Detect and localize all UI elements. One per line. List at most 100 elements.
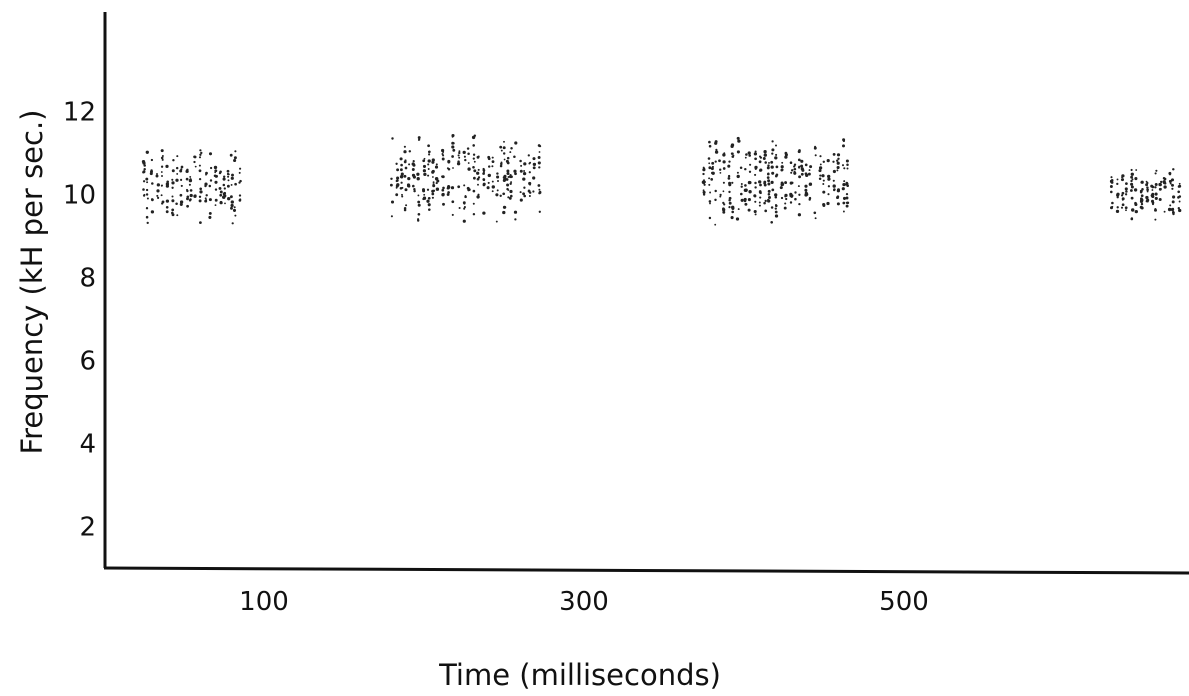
- data-point: [827, 193, 830, 196]
- data-point: [1129, 189, 1133, 192]
- data-point: [422, 169, 426, 173]
- data-point: [808, 198, 811, 201]
- data-point: [735, 217, 740, 221]
- data-point: [509, 151, 512, 154]
- data-point: [708, 140, 711, 144]
- data-point: [758, 190, 762, 193]
- data-point: [436, 179, 440, 183]
- data-point: [708, 144, 712, 148]
- data-point: [794, 198, 797, 201]
- data-point: [1130, 185, 1134, 189]
- data-point: [149, 172, 153, 176]
- data-point: [477, 183, 479, 186]
- data-point: [513, 155, 516, 158]
- data-point: [527, 189, 531, 193]
- data-point: [767, 189, 771, 193]
- data-point: [771, 171, 775, 175]
- data-point: [766, 176, 770, 179]
- data-point: [774, 207, 777, 210]
- data-point: [730, 152, 734, 155]
- data-point: [482, 211, 486, 215]
- data-point: [1140, 206, 1144, 210]
- data-point: [1110, 176, 1113, 179]
- data-point: [731, 181, 734, 184]
- data-point: [1130, 179, 1133, 183]
- data-point: [463, 155, 466, 158]
- data-point: [784, 155, 788, 159]
- data-point: [1154, 183, 1158, 186]
- data-point: [1110, 190, 1113, 194]
- data-point: [400, 163, 403, 167]
- data-point: [826, 201, 830, 206]
- data-point: [428, 208, 431, 211]
- data-point: [821, 174, 825, 178]
- data-point: [722, 201, 725, 205]
- data-point: [846, 167, 849, 170]
- data-point: [754, 200, 757, 203]
- data-point: [503, 158, 506, 161]
- data-point: [709, 191, 712, 194]
- data-point: [759, 196, 762, 199]
- data-point: [198, 169, 202, 173]
- data-point: [218, 186, 222, 190]
- data-point: [467, 162, 470, 164]
- data-point: [728, 160, 731, 163]
- data-point: [832, 152, 836, 156]
- data-point: [234, 214, 237, 217]
- data-point: [234, 150, 237, 153]
- data-point: [482, 183, 486, 187]
- data-point: [457, 185, 461, 189]
- data-point: [427, 144, 430, 148]
- data-point: [214, 188, 218, 191]
- data-point: [1146, 188, 1149, 192]
- data-point: [767, 164, 770, 167]
- data-point: [798, 175, 802, 179]
- data-point: [507, 196, 510, 199]
- data-point: [731, 206, 735, 210]
- data-point: [1116, 182, 1119, 186]
- data-point: [833, 189, 836, 192]
- data-point: [770, 160, 774, 164]
- data-point: [1130, 168, 1133, 172]
- data-point: [205, 194, 208, 197]
- data-point: [458, 206, 461, 210]
- data-point: [175, 166, 179, 170]
- data-point: [845, 192, 849, 196]
- data-point: [767, 182, 771, 186]
- data-point: [239, 198, 242, 201]
- data-point: [193, 155, 197, 159]
- data-point: [722, 153, 726, 157]
- data-point: [506, 156, 510, 160]
- data-point: [427, 163, 430, 166]
- data-point: [487, 155, 491, 159]
- data-point: [819, 163, 822, 166]
- data-point: [199, 190, 203, 194]
- data-point: [462, 150, 466, 155]
- data-point: [156, 194, 159, 197]
- data-point: [214, 204, 217, 207]
- data-point: [818, 177, 822, 180]
- data-point: [523, 162, 527, 166]
- data-point: [1171, 183, 1174, 187]
- data-point: [537, 184, 541, 187]
- data-point: [214, 169, 218, 173]
- data-point: [722, 210, 726, 214]
- data-point: [238, 194, 242, 197]
- data-point: [1150, 184, 1154, 188]
- data-point: [845, 204, 849, 208]
- data-point: [1178, 195, 1182, 198]
- data-point: [1139, 199, 1144, 204]
- data-point: [753, 194, 757, 198]
- data-point: [432, 184, 436, 188]
- data-point: [390, 215, 393, 218]
- data-point: [431, 192, 435, 196]
- data-point: [171, 169, 175, 173]
- data-point: [458, 156, 461, 159]
- data-point: [709, 202, 711, 205]
- data-point: [473, 160, 476, 163]
- data-point: [822, 179, 825, 182]
- data-point: [519, 159, 522, 163]
- data-point: [496, 179, 500, 183]
- data-point: [189, 178, 192, 181]
- data-point: [737, 208, 740, 211]
